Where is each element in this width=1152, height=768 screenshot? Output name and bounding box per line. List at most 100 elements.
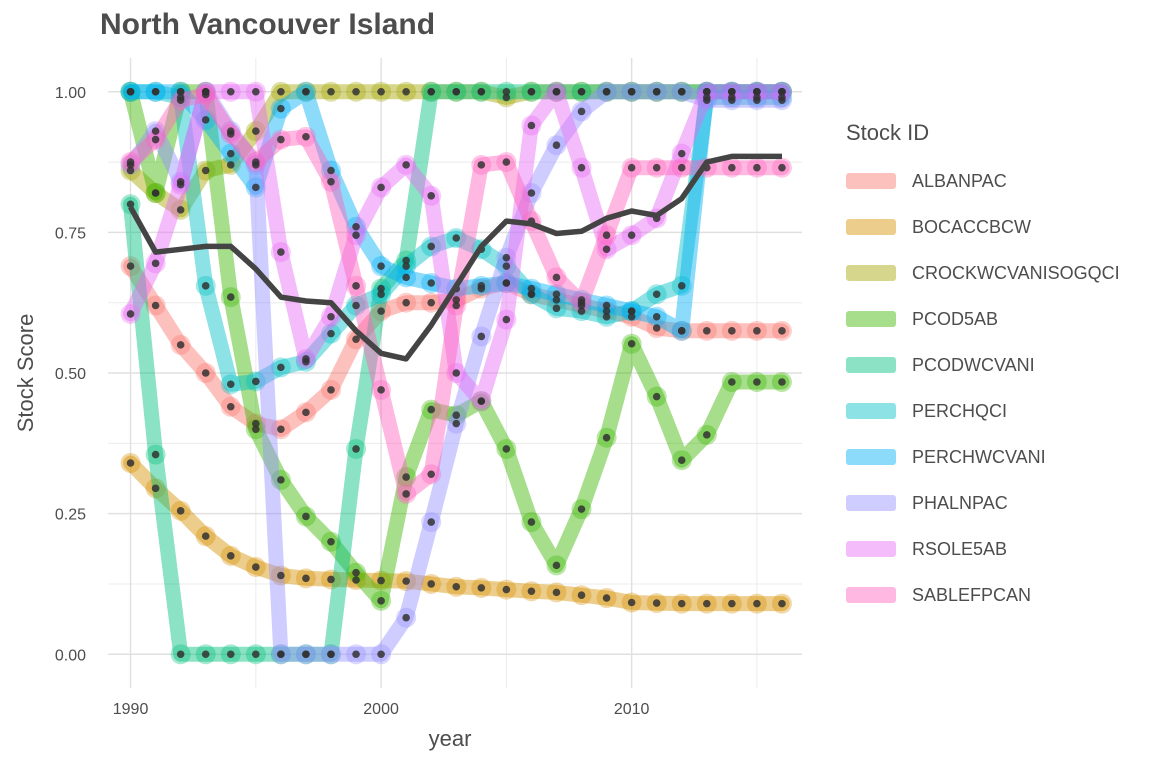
value-dot-rsole5ab [552, 87, 561, 96]
value-dot-pcod5ab [452, 411, 461, 419]
value-dot-albanpac [352, 335, 360, 344]
value-dot-crockwcvanisogqci [252, 127, 260, 135]
value-dot-albanpac [602, 307, 611, 315]
value-dot-phalnpac [477, 332, 486, 341]
value-dot-perchqci [226, 380, 235, 389]
value-dot-rsole5ab [778, 87, 786, 96]
legend-item-pcodwcvani: PCODWCVANI [846, 342, 1120, 388]
mean-line [128, 153, 782, 362]
value-dot-bocaccbcw [652, 599, 661, 607]
value-dot-sablefpcan [252, 158, 260, 166]
legend-items: ALBANPAC BOCACCBCW CROCKWCVANISOGQCI PCOD5A… [846, 158, 1120, 618]
value-dot-phalnpac [753, 96, 761, 104]
value-dot-phalnpac [377, 650, 385, 659]
value-dot-phalnpac [602, 87, 611, 96]
legend-label-phalnpac: PHALNPAC [912, 492, 1008, 513]
value-dot-perchqci [602, 312, 611, 321]
value-dot-crockwcvanisogqci [352, 87, 360, 96]
value-dot-albanpac [176, 341, 185, 349]
value-dot-perchqci [502, 262, 511, 270]
value-dot-albanpac [327, 386, 335, 394]
value-dot-sablefpcan [477, 161, 486, 169]
value-dot-perchwcvani [677, 327, 686, 335]
y-tick-label: 0.25 [55, 507, 86, 524]
chart-title: North Vancouver Island [100, 8, 436, 41]
value-dot-sablefpcan [602, 231, 611, 239]
value-dot-albanpac [151, 301, 160, 310]
legend-label-rsole5ab: RSOLE5AB [912, 538, 1008, 559]
value-dot-bocaccbcw [552, 588, 561, 597]
value-dot-sablefpcan [352, 282, 360, 290]
value-dot-perchqci [552, 304, 561, 313]
legend-label-pcod5ab: PCOD5AB [912, 308, 999, 329]
value-dot-rsole5ab [502, 315, 511, 324]
legend-label-perchwcvani: PERCHWCVANI [912, 446, 1046, 467]
value-dot-phalnpac [677, 87, 686, 96]
value-dot-phalnpac [728, 96, 736, 104]
value-dot-phalnpac [402, 613, 410, 622]
legend-key-rsole5ab [846, 541, 896, 557]
value-dot-bocaccbcw [627, 598, 636, 607]
x-tick-label: 2000 [363, 701, 399, 718]
y-tick-label: 1.00 [55, 85, 86, 102]
value-dot-pcod5ab [627, 339, 636, 348]
value-dot-sablefpcan [577, 298, 586, 307]
legend-title: Stock ID [846, 120, 930, 145]
value-dot-perchqci [377, 290, 385, 299]
legend-item-bocaccbcw: BOCACCBCW [846, 204, 1120, 250]
x-axis-label: year [429, 726, 472, 751]
value-dot-rsole5ab [602, 245, 611, 254]
value-dot-phalnpac [627, 87, 636, 96]
value-dot-pcod5ab [502, 445, 511, 453]
value-dot-pcodwcvani [201, 650, 210, 659]
value-dot-crockwcvanisogqci [402, 87, 410, 96]
value-dot-crockwcvanisogqci [226, 161, 235, 169]
value-dot-albanpac [778, 327, 786, 335]
legend-item-perchwcvani: PERCHWCVANI [846, 434, 1120, 480]
value-dot-perchwcvani [502, 279, 511, 287]
value-dot-bocaccbcw [126, 459, 135, 467]
value-dot-pcod5ab [753, 378, 761, 386]
value-dot-albanpac [627, 312, 636, 321]
value-dot-bocaccbcw [728, 599, 736, 608]
value-dot-pcod5ab [702, 431, 711, 439]
value-dot-pcodwcvani [151, 450, 160, 459]
value-dot-phalnpac [327, 650, 335, 659]
value-dot-rsole5ab [302, 355, 310, 363]
value-dot-albanpac [302, 408, 310, 417]
legend-label-albanpac: ALBANPAC [912, 170, 1007, 191]
value-dot-perchqci [402, 262, 410, 270]
value-dot-perchqci [201, 282, 210, 290]
legend-key-pcodwcvani [846, 357, 896, 373]
value-dot-perchqci [252, 377, 260, 386]
value-dot-bocaccbcw [452, 582, 461, 591]
value-dot-pcodwcvani [352, 445, 360, 453]
value-dot-pcod5ab [728, 378, 736, 386]
value-dot-perchwcvani [151, 87, 160, 96]
value-dot-rsole5ab [126, 310, 135, 318]
value-dot-sablefpcan [778, 163, 786, 172]
value-dot-phalnpac [277, 650, 285, 659]
legend-label-pcodwcvani: PCODWCVANI [912, 354, 1035, 375]
value-dot-bocaccbcw [226, 552, 235, 560]
legend-label-sablefpcan: SABLEFPCAN [912, 584, 1032, 605]
value-dot-sablefpcan [753, 163, 761, 172]
value-dot-sablefpcan [552, 273, 561, 282]
value-dot-perchwcvani [327, 166, 335, 175]
value-dot-bocaccbcw [602, 594, 611, 602]
value-dot-phalnpac [502, 253, 511, 262]
value-dot-albanpac [377, 307, 385, 315]
value-dot-sablefpcan [377, 386, 385, 394]
legend-label-crockwcvanisogqci: CROCKWCVANISOGQCI [912, 262, 1120, 283]
legend: Stock ID ALBANPAC BOCACCBCW CROCKWCVANISOG… [846, 120, 1120, 618]
value-dot-albanpac [702, 327, 711, 335]
value-dot-bocaccbcw [502, 585, 511, 594]
value-dot-rsole5ab [352, 231, 360, 239]
value-dot-rsole5ab [402, 161, 410, 169]
value-dot-perchwcvani [527, 284, 536, 293]
legend-item-perchqci: PERCHQCI [846, 388, 1120, 434]
value-dot-pcod5ab [778, 378, 786, 386]
value-dot-phalnpac [427, 518, 435, 526]
value-dot-perchwcvani [201, 116, 210, 124]
value-dot-rsole5ab [252, 87, 260, 96]
